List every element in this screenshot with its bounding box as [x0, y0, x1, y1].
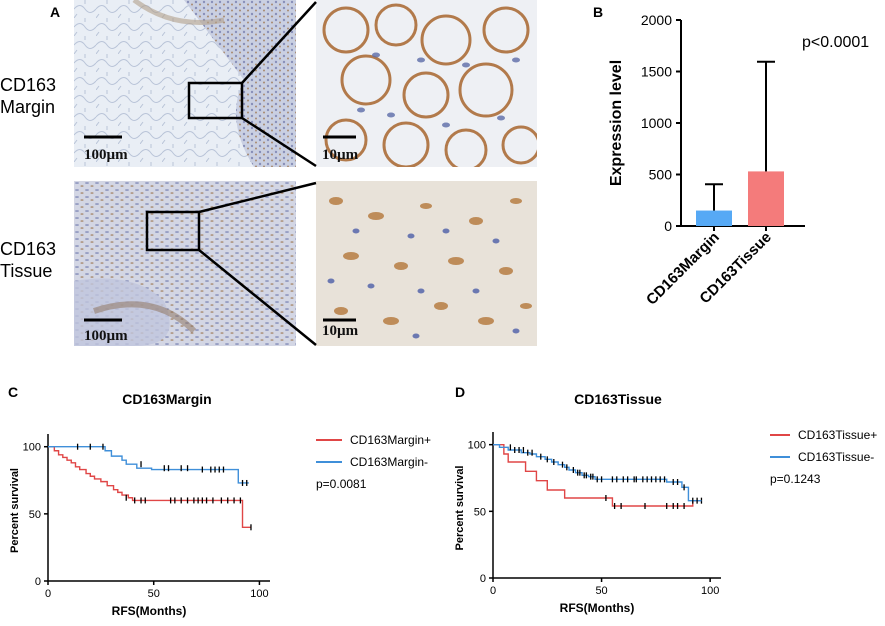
p-value-label: p=0.1243 — [770, 472, 821, 486]
legend-swatch — [316, 461, 342, 463]
legend-label: CD163Tissue+ — [798, 428, 878, 442]
legend-label: CD163Tissue- — [798, 450, 875, 464]
chart-title: CD163Tissue — [574, 391, 662, 407]
micrograph-margin-low — [74, 0, 296, 167]
x-axis-title: RFS(Months) — [560, 601, 635, 615]
p-value-label: p=0.0081 — [316, 477, 367, 491]
survival-chart-tissue: CD163Tissue 0 50 100 0 50 100 RFS(Months) Percen… — [454, 391, 721, 615]
y-tick-label: 50 — [29, 509, 41, 521]
panel-letter-c: C — [8, 384, 19, 400]
row-label-margin: CD163 Margin — [0, 75, 57, 117]
y-tick-label: 0 — [664, 218, 672, 234]
y-tick-label: 2000 — [641, 12, 672, 28]
survival-curve — [493, 443, 702, 507]
zoom-box-tissue — [145, 210, 201, 252]
y-tick-label: 50 — [474, 506, 486, 518]
legend-swatch — [316, 439, 342, 441]
panel-letter-d: D — [455, 384, 466, 400]
legend-swatch — [770, 456, 790, 458]
legend-margin: CD163Margin+ CD163Margin- p=0.0081 — [316, 429, 431, 495]
y-axis-title: Expression level — [608, 60, 625, 186]
chart-title: CD163Margin — [122, 391, 211, 407]
y-tick-label: 500 — [649, 167, 673, 183]
connector-line — [198, 249, 317, 346]
bar — [696, 210, 732, 226]
scale-label: 10µm — [322, 147, 359, 163]
micrograph-tissue-low — [74, 181, 296, 346]
legend-label: CD163Margin- — [350, 455, 429, 469]
legend-item: CD163Margin+ — [316, 429, 431, 451]
y-tick-label: 1000 — [641, 115, 672, 131]
y-tick-label: 0 — [35, 576, 41, 588]
scale-label: 10µm — [322, 323, 359, 339]
y-axis-title: Percent survival — [454, 466, 466, 551]
survival-curve — [48, 446, 251, 528]
scale-label: 100µm — [84, 147, 128, 163]
row-label-tissue: CD163 Tissue — [0, 239, 57, 281]
x-tick-label: 0 — [45, 588, 51, 600]
legend-item: CD163Margin- — [316, 451, 431, 473]
p-value-annotation: p<0.0001 — [802, 34, 869, 51]
scale-label: 100µm — [84, 328, 128, 344]
connector-line — [198, 181, 317, 214]
zoom-overlay — [84, 1, 356, 346]
p-value: p=0.0081 — [316, 473, 431, 495]
x-axis-title: RFS(Months) — [112, 604, 187, 618]
x-tick-label: 100 — [250, 588, 268, 600]
y-tick-label: 100 — [468, 440, 486, 452]
y-axis-title: Percent survival — [9, 468, 21, 553]
micrograph-margin-high — [316, 0, 537, 167]
panel-letter-b: B — [593, 4, 604, 20]
y-tick-label: 1500 — [641, 64, 672, 80]
survival-curve — [48, 446, 249, 484]
y-tick-label: 0 — [480, 573, 486, 585]
legend-item: CD163Tissue- — [770, 446, 877, 468]
legend-item: CD163Tissue+ — [770, 424, 877, 446]
survival-chart-margin: CD163Margin 0 50 100 0 50 100 RFS(Months) Percen… — [9, 391, 270, 618]
legend-label: CD163Margin+ — [350, 433, 432, 447]
connector-line — [241, 1, 317, 84]
x-tick-label: 100 — [701, 585, 719, 597]
connector-line — [241, 116, 317, 168]
survival-curve — [493, 443, 702, 502]
x-tick-label: 50 — [148, 588, 160, 600]
x-tick-label: 50 — [595, 585, 607, 597]
legend-tissue: CD163Tissue+ CD163Tissue- p=0.1243 — [770, 424, 877, 490]
zoom-box-margin — [187, 81, 244, 120]
p-value: p=0.1243 — [770, 468, 877, 490]
bar — [748, 171, 784, 226]
legend-swatch — [770, 434, 790, 436]
x-tick-label: 0 — [490, 585, 496, 597]
panel-letter-a: A — [50, 4, 61, 20]
y-tick-label: 100 — [23, 442, 41, 454]
